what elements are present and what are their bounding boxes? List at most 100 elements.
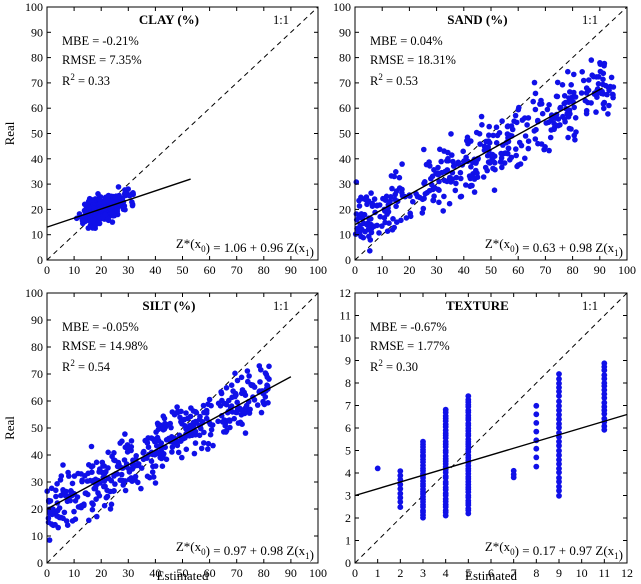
data-point [379,223,385,229]
data-point [58,473,65,479]
data-point [104,493,111,500]
data-point [430,197,436,204]
data-point [572,94,579,100]
data-point [567,89,573,95]
data-point [556,407,562,414]
data-point [158,455,165,462]
data-point [75,504,82,510]
data-point [129,199,135,205]
data-point [85,470,91,477]
data-point [155,450,162,457]
y-tick-label: 90 [31,25,43,39]
data-point [533,402,540,409]
data-point [219,419,226,425]
data-point [82,490,89,497]
data-point [606,87,612,94]
data-point [260,400,267,407]
data-point [600,76,606,83]
regression-line [46,376,292,510]
data-point [92,485,99,492]
data-point [601,391,608,397]
data-point [231,415,237,422]
data-point [465,393,472,399]
data-point [218,389,224,395]
data-point [544,106,551,113]
data-point [508,154,515,161]
data-point [114,463,121,470]
data-point [149,469,156,475]
data-point [421,146,427,153]
rmse-stat: RMSE = 7.35% [62,53,142,67]
data-point [93,459,100,466]
data-point [597,68,604,75]
data-point [601,372,608,378]
data-point [200,402,207,409]
data-point [601,380,608,386]
r2-stat: R2 = 0.54 [62,358,111,374]
x-tick-label: 3 [420,566,426,580]
x-tick-label: 0 [44,566,50,580]
data-point [179,454,185,461]
x-tick-label: 50 [485,263,497,277]
data-point [397,468,404,474]
y-tick-label: 10 [31,228,43,242]
y-tick-label: 80 [339,51,351,65]
data-point [368,190,374,196]
data-point [556,388,562,395]
data-point [601,105,607,112]
data-point [499,164,505,171]
data-point [571,71,577,78]
data-point [556,398,562,405]
data-point [175,408,181,415]
data-point [556,376,562,382]
data-point [458,193,465,200]
x-tick-label: 20 [95,566,107,580]
data-point [376,230,382,236]
data-point [435,171,441,178]
data-point [480,174,487,180]
data-point [397,485,404,492]
x-tick-label: 40 [149,263,161,277]
data-point [556,461,562,467]
data-point [457,169,464,176]
x-tick-label: 7 [511,566,517,580]
x-tick-label: 30 [122,263,134,277]
y-tick-label: 100 [25,286,43,300]
data-points [374,360,608,521]
data-point [167,420,173,427]
data-point [606,102,612,109]
data-point [54,481,60,487]
data-point [163,456,170,463]
data-point [535,140,541,147]
x-tick-label: 4 [443,566,449,580]
data-point [154,434,161,441]
data-point [112,194,118,201]
mbe-stat: MBE = -0.67% [370,320,447,334]
data-point [396,174,403,181]
data-point [585,99,591,106]
data-point [603,82,609,89]
y-tick-label: 7 [345,399,351,413]
data-point [198,425,204,432]
y-tick-label: 9 [345,354,351,368]
x-axis-label: Estimated [157,568,209,583]
data-point [493,140,500,146]
data-point [509,126,516,133]
data-point [374,222,380,229]
data-point [210,442,216,449]
data-point [169,444,176,450]
r2-stat: R2 = 0.53 [370,72,418,88]
data-point [556,492,562,499]
y-tick-label: 10 [31,529,43,543]
data-point [458,175,464,182]
y-tick-label: 90 [339,25,351,39]
data-point [586,77,592,83]
x-tick-label: 100 [618,263,636,277]
data-point [186,433,193,439]
regression-line [354,87,603,226]
data-point [473,167,479,174]
data-point [140,450,146,456]
data-point [232,390,239,397]
data-point [232,370,238,377]
data-point [244,368,251,374]
